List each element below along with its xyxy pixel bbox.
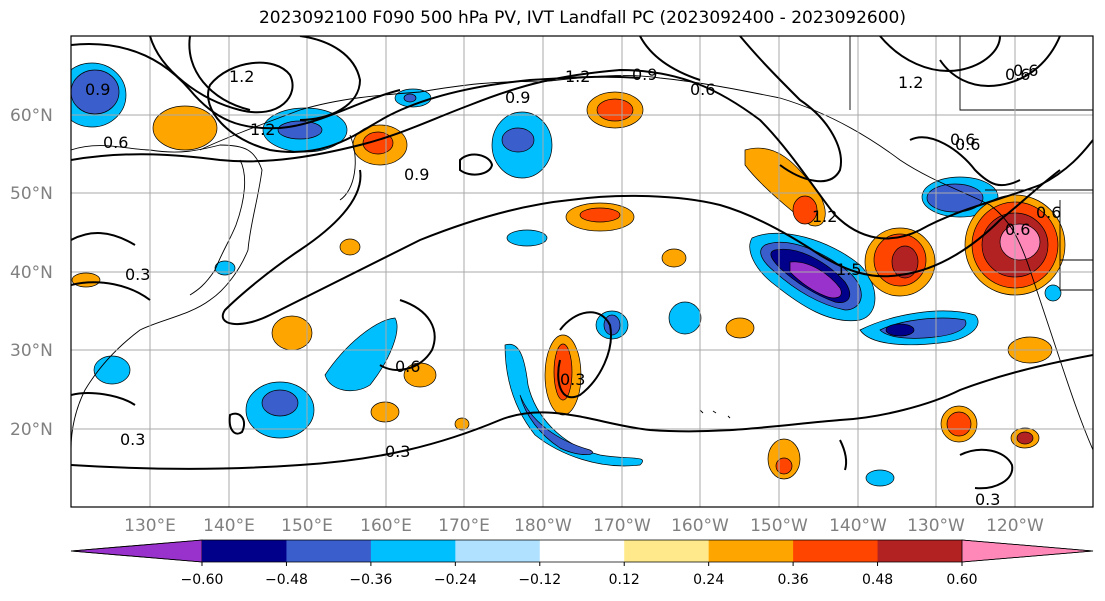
lon-label: 160°W xyxy=(671,516,729,536)
contour-label: 1.2 xyxy=(812,207,837,226)
colorbar-bin xyxy=(455,540,541,562)
contour-label: 0.9 xyxy=(632,65,657,84)
colorbar-tick-label: 0.60 xyxy=(946,572,977,588)
colorbar-bin xyxy=(286,540,372,562)
lon-label: 160°E xyxy=(360,516,412,536)
colorbar-bin xyxy=(708,540,794,562)
lat-label: 50°N xyxy=(10,184,53,204)
colorbar-tick-label: 0.24 xyxy=(693,572,724,588)
lon-label: 140°E xyxy=(203,516,255,536)
colorbar-bin xyxy=(624,540,710,562)
colorbar-bin xyxy=(539,540,625,562)
lat-label: 30°N xyxy=(10,341,53,361)
lat-label: 40°N xyxy=(10,263,53,283)
contour-label: 0.9 xyxy=(404,165,429,184)
latitude-labels: 60°N 50°N 40°N 30°N 20°N xyxy=(10,106,53,440)
coastlines xyxy=(71,36,1093,451)
contour-label: 1.5 xyxy=(836,260,861,279)
contour-label: 0.6 xyxy=(103,133,128,152)
lon-label: 180°W xyxy=(514,516,572,536)
contour-labels: 1.2 0.9 0.6 1.2 0.9 0.6 1.2 0.6 1.2 0.6 … xyxy=(85,61,1061,509)
contour-label: 0.6 xyxy=(1005,220,1030,239)
contour-label: 0.6 xyxy=(950,130,975,149)
lon-label: 150°E xyxy=(281,516,333,536)
contour-label: 0.9 xyxy=(505,88,530,107)
colorbar-tick-label: 0.48 xyxy=(862,572,893,588)
contour-label: 1.2 xyxy=(229,67,254,86)
colorbar-tick-label: 0.36 xyxy=(778,572,809,588)
colorbar-extend-low xyxy=(70,539,203,563)
contour-label: 0.3 xyxy=(125,265,150,284)
colorbar-tick-label: −0.48 xyxy=(265,572,308,588)
colorbar-bin xyxy=(202,540,287,562)
colorbar: −0.60 −0.48 −0.36 −0.24 −0.12 0.12 0.24 0.36 0.4… xyxy=(70,539,1094,588)
contour-label: 0.6 xyxy=(690,80,715,99)
lon-label: 170°W xyxy=(593,516,651,536)
colorbar-extend-high xyxy=(961,539,1094,563)
colorbar-tick-label: −0.36 xyxy=(349,572,392,588)
graticule xyxy=(71,36,1093,507)
contour-label: 0.3 xyxy=(385,442,410,461)
lon-label: 150°W xyxy=(750,516,808,536)
lon-label: 170°E xyxy=(438,516,490,536)
lon-label: 130°W xyxy=(907,516,965,536)
lon-label: 140°W xyxy=(829,516,887,536)
colorbar-bin xyxy=(370,540,456,562)
contour-label: 0.6 xyxy=(1005,65,1030,84)
contour-label: 0.3 xyxy=(560,370,585,389)
contour-label: 0.9 xyxy=(85,80,110,99)
lat-label: 60°N xyxy=(10,106,53,126)
contour-label: 0.6 xyxy=(395,357,420,376)
colorbar-bin xyxy=(793,540,879,562)
contour-label: 0.3 xyxy=(120,430,145,449)
ivt-contours xyxy=(71,36,1093,490)
contour-label: 1.2 xyxy=(250,120,275,139)
contour-label: 0.6 xyxy=(955,135,980,154)
contour-label: 0.6 xyxy=(1036,203,1061,222)
colorbar-tick-label: −0.12 xyxy=(518,572,561,588)
contour-label: 1.2 xyxy=(898,73,923,92)
contour-label: 0.3 xyxy=(975,490,1000,509)
contour-label: 1.2 xyxy=(565,67,590,86)
contour-label: 0.6 xyxy=(1013,61,1038,80)
colorbar-tick-label: 0.12 xyxy=(609,572,640,588)
lon-label: 130°E xyxy=(124,516,176,536)
colorbar-bin xyxy=(877,540,963,562)
colorbar-tick-label: −0.24 xyxy=(434,572,477,588)
lon-label: 120°W xyxy=(986,516,1044,536)
colorbar-tick-label: −0.60 xyxy=(181,572,224,588)
longitude-labels: 130°E 140°E 150°E 160°E 170°E 180°W 170°… xyxy=(124,516,1044,536)
lat-label: 20°N xyxy=(10,420,53,440)
map-title: 2023092100 F090 500 hPa PV, IVT Landfall… xyxy=(258,8,906,28)
map-frame xyxy=(70,35,1094,508)
